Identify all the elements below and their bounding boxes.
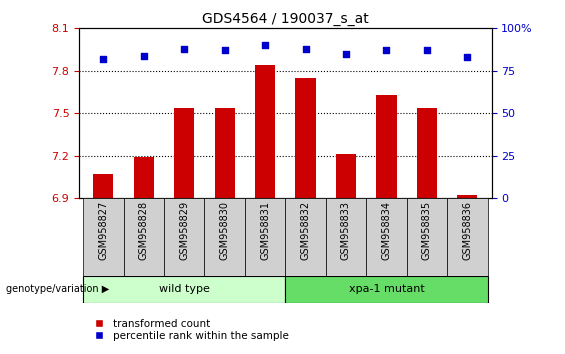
- Bar: [457, 195, 477, 198]
- Bar: [447, 198, 488, 276]
- Point: [180, 46, 189, 52]
- Text: GSM958836: GSM958836: [462, 201, 472, 259]
- Point: [140, 53, 149, 58]
- Text: GSM958828: GSM958828: [139, 201, 149, 260]
- Bar: [407, 198, 447, 276]
- Bar: [285, 276, 488, 303]
- Bar: [83, 276, 285, 303]
- Bar: [376, 95, 397, 198]
- Text: GSM958832: GSM958832: [301, 201, 311, 260]
- Bar: [417, 108, 437, 198]
- Text: GSM958835: GSM958835: [422, 201, 432, 260]
- Text: GSM958830: GSM958830: [220, 201, 229, 259]
- Bar: [174, 108, 194, 198]
- Text: GSM958831: GSM958831: [260, 201, 270, 259]
- Text: wild type: wild type: [159, 284, 210, 295]
- Bar: [205, 198, 245, 276]
- Text: GSM958834: GSM958834: [381, 201, 392, 259]
- Text: GSM958833: GSM958833: [341, 201, 351, 259]
- Point: [422, 47, 431, 53]
- Text: GSM958827: GSM958827: [98, 201, 108, 260]
- Point: [260, 42, 270, 48]
- Text: genotype/variation ▶: genotype/variation ▶: [6, 284, 109, 295]
- Bar: [326, 198, 366, 276]
- Point: [301, 46, 310, 52]
- Point: [99, 56, 108, 62]
- Bar: [93, 174, 114, 198]
- Bar: [255, 65, 275, 198]
- Point: [463, 55, 472, 60]
- Bar: [366, 198, 407, 276]
- Bar: [215, 108, 235, 198]
- Title: GDS4564 / 190037_s_at: GDS4564 / 190037_s_at: [202, 12, 369, 26]
- Bar: [83, 198, 124, 276]
- Bar: [285, 198, 326, 276]
- Point: [382, 47, 391, 53]
- Bar: [295, 78, 316, 198]
- Bar: [124, 198, 164, 276]
- Bar: [245, 198, 285, 276]
- Point: [341, 51, 350, 57]
- Bar: [336, 154, 356, 198]
- Bar: [164, 198, 205, 276]
- Legend: transformed count, percentile rank within the sample: transformed count, percentile rank withi…: [84, 315, 293, 345]
- Point: [220, 47, 229, 53]
- Text: xpa-1 mutant: xpa-1 mutant: [349, 284, 424, 295]
- Text: GSM958829: GSM958829: [179, 201, 189, 260]
- Bar: [134, 157, 154, 198]
